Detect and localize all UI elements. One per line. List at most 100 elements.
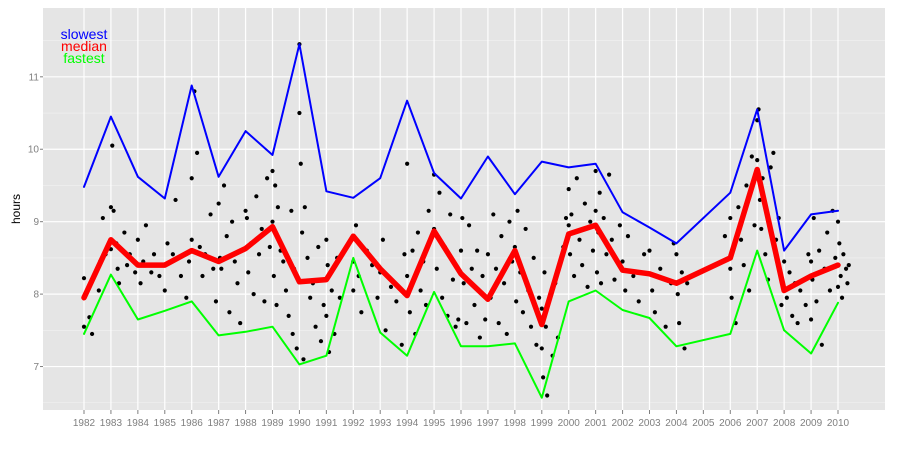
scatter-point [353, 223, 359, 228]
x-tick-label: 2005 [692, 418, 715, 429]
scatter-point [827, 288, 833, 293]
scatter-point [388, 284, 394, 289]
scatter-point [301, 357, 306, 362]
x-tick-label: 1997 [477, 418, 500, 429]
scatter-point [238, 320, 243, 326]
scatter-point [283, 288, 289, 293]
scatter-point [679, 270, 684, 275]
scatter-point [110, 143, 115, 148]
scatter-point [594, 270, 600, 275]
scatter-point [841, 252, 846, 257]
scatter-point [466, 223, 472, 228]
scatter-point [636, 299, 641, 304]
scatter-point [566, 186, 571, 192]
scatter-point [151, 252, 157, 257]
x-tick-label: 1993 [369, 418, 392, 429]
x-tick-label: 2003 [638, 418, 661, 429]
scatter-point [835, 284, 841, 289]
x-tick-label: 1990 [288, 418, 311, 429]
scatter-point [116, 281, 122, 286]
scatter-point [572, 273, 577, 279]
scatter-point [514, 299, 519, 304]
scatter-point [111, 208, 116, 213]
scatter-point [658, 266, 663, 271]
scatter-point [617, 223, 622, 228]
scatter-point [803, 302, 808, 308]
x-tick-label: 1995 [423, 418, 446, 429]
scatter-point [496, 320, 501, 326]
scatter-point [642, 252, 647, 257]
scatter-point [631, 273, 636, 279]
scatter-point [351, 288, 356, 293]
scatter-point [652, 310, 657, 315]
scatter-point [219, 266, 224, 271]
scatter-point [426, 208, 431, 213]
scatter-point [108, 205, 114, 210]
scatter-point [779, 302, 784, 308]
series-line-median [81, 166, 841, 328]
scatter-point [405, 273, 410, 279]
scatter-point [394, 299, 399, 304]
scatter-point [157, 273, 162, 279]
scatter-point [325, 263, 330, 268]
y-axis-ticks: 7 8 9 10 11 [28, 72, 43, 373]
scatter-point [580, 263, 585, 268]
scatter-point [650, 288, 655, 293]
scatter-point [741, 263, 746, 268]
scatter-point [453, 324, 458, 329]
scatter-point [625, 234, 631, 239]
scatter-point [450, 277, 456, 282]
scatter-point [300, 230, 305, 235]
x-tick-label: 1991 [315, 418, 338, 429]
scatter-point [747, 288, 752, 293]
scatter-point [763, 252, 768, 257]
scatter-point [271, 273, 276, 279]
scatter-point [787, 270, 792, 275]
scatter-point [456, 317, 461, 322]
scatter-point [211, 266, 216, 271]
scatter-point [784, 295, 789, 300]
scatter-point [771, 150, 776, 155]
legend: slowest median fastest [61, 26, 108, 66]
scatter-point [528, 324, 534, 329]
scatter-point [173, 197, 178, 203]
scatter-point [577, 237, 582, 242]
scatter-point [81, 276, 87, 281]
scatter-point [124, 263, 130, 268]
scatter-point [380, 237, 386, 242]
scatter-point [184, 295, 189, 300]
scatter-point [313, 324, 318, 329]
scatter-point [545, 393, 550, 398]
scatter-point [729, 295, 734, 300]
scatter-point [316, 244, 321, 250]
scatter-point [504, 331, 509, 337]
series-line-fastest [83, 249, 839, 399]
x-tick-label: 2006 [719, 418, 742, 429]
scatter-point [81, 324, 87, 329]
x-tick-label: 1998 [504, 418, 527, 429]
scatter-point [531, 255, 536, 260]
scatter-point [520, 310, 526, 315]
scatter-point [601, 215, 606, 221]
scatter-point [647, 248, 652, 253]
scatter-point [663, 324, 668, 329]
scatter-point [612, 277, 617, 282]
y-axis-label: hours [9, 194, 23, 224]
scatter-point [149, 270, 154, 275]
scatter-point [755, 158, 760, 163]
scatter-point [232, 259, 237, 264]
scatter-point [230, 219, 235, 224]
scatter-point [845, 281, 850, 286]
scatter-point [274, 302, 279, 308]
scatter-point [115, 266, 120, 271]
scatter-point [135, 237, 140, 242]
scatter-point [290, 331, 295, 337]
scatter-point [337, 295, 342, 300]
scatter-point [216, 201, 221, 206]
scatter-point [768, 165, 773, 170]
scatter-point [407, 310, 412, 315]
scatter-point [620, 259, 625, 264]
scatter-point [808, 259, 814, 264]
scatter-point [458, 248, 464, 253]
scatter-point [200, 273, 205, 279]
